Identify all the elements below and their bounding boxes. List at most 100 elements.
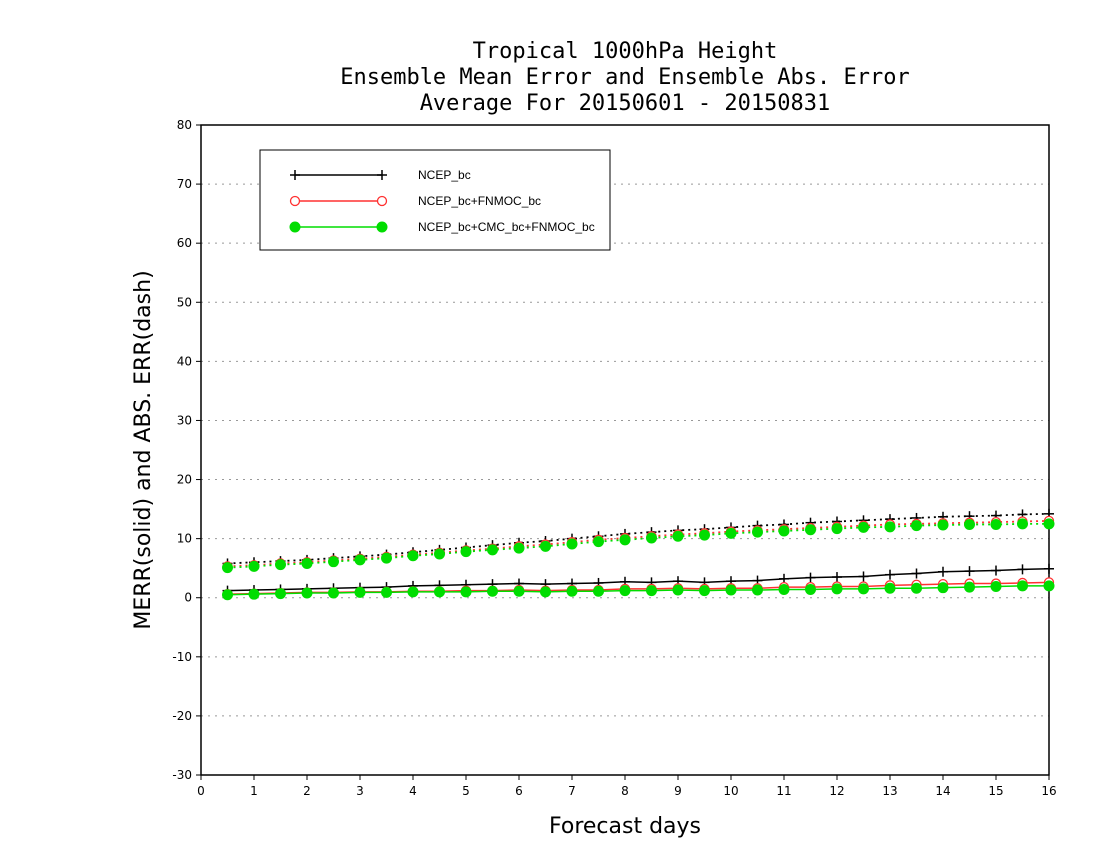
x-tick-label: 13 [882,784,897,798]
merr-point [381,586,392,598]
x-tick-label: 2 [303,784,311,798]
x-tick-label: 9 [674,784,682,798]
legend-marker [289,221,301,233]
merr-point [619,585,631,597]
x-tick-label: 12 [829,784,844,798]
abs-err-point [619,534,631,546]
x-tick-label: 0 [197,784,205,798]
abs-err-point [1043,518,1055,530]
abs-err-line [227,512,1050,565]
series-2 [222,518,1055,601]
merr-point [301,587,313,599]
y-tick-label: 40 [177,354,192,368]
merr-point [938,566,948,577]
abs-err-point [566,538,578,550]
merr-point [566,585,578,597]
y-axis-label: MERR(solid) and ABS. ERR(dash) [131,270,156,629]
merr-point [328,587,339,599]
x-tick-label: 8 [621,784,629,798]
x-tick-label: 7 [568,784,576,798]
merr-point [275,588,286,600]
y-tick-label: 0 [184,591,192,605]
merr-point [990,581,1002,592]
y-tick-label: -10 [172,650,192,664]
merr-point [699,585,710,597]
abs-err-line [227,520,1050,568]
abs-err-point [831,523,843,535]
x-tick-label: 10 [723,784,738,798]
abs-err-point [858,521,869,533]
abs-err-point [593,536,604,548]
gridlines [201,183,1049,717]
x-tick-label: 6 [515,784,523,798]
merr-point [884,582,896,594]
merr-point [858,583,869,595]
abs-err-point [513,542,525,554]
legend-label: NCEP_bc+FNMOC_bc [418,194,541,208]
merr-point [460,586,472,598]
x-tick-label: 11 [776,784,791,798]
abs-err-point [911,520,922,532]
y-tick-label: -20 [172,709,192,723]
y-axis-ticks: 80 70 60 50 40 30 20 10 0 -10 -20 -30 [172,118,201,782]
merr-point [487,585,498,597]
x-tick-label: 1 [250,784,258,798]
abs-err-point [487,544,498,556]
merr-point [646,585,657,597]
x-tick-label: 5 [462,784,470,798]
abs-err-point [646,532,657,544]
merr-point [540,586,551,598]
merr-point [858,571,869,582]
merr-point [885,569,895,580]
abs-err-line [227,522,1049,569]
y-tick-label: 70 [177,177,192,191]
abs-err-point [805,524,816,536]
legend-marker [376,221,388,233]
legend-marker [289,195,301,207]
merr-point [1044,563,1054,574]
merr-point [222,589,233,601]
merr-point [672,584,684,596]
abs-err-point [752,526,763,538]
merr-point [1017,564,1028,575]
y-tick-label: 20 [177,473,192,487]
merr-point [805,583,816,595]
legend: NCEP_bc NCEP_bc+FNMOC_bc NCEP_bc+CMC_bc+FN… [259,149,611,251]
x-tick-label: 3 [356,784,364,798]
y-tick-label: 50 [177,295,192,309]
abs-err-point [778,525,790,537]
merr-point [1017,580,1028,592]
x-tick-label: 4 [409,784,417,798]
merr-point [911,568,922,579]
abs-err-point [672,530,684,542]
merr-point [778,583,790,595]
merr-point [407,586,419,598]
merr-point [964,566,975,577]
abs-err-point [301,557,313,569]
merr-point [354,586,366,598]
x-axis-ticks: 0 1 2 3 4 5 6 7 8 9 10 11 12 13 14 15 16 [197,775,1057,798]
x-axis-label: Forecast days [549,814,701,839]
x-tick-label: 15 [988,784,1003,798]
merr-point [1043,580,1055,592]
merr-point [248,588,260,600]
chart-title-line: Ensemble Mean Error and Ensemble Abs. Er… [340,65,910,90]
abs-err-point [725,527,737,539]
legend-marker [377,170,387,180]
y-tick-label: 60 [177,236,192,250]
merr-point [964,581,975,593]
abs-err-point [937,519,949,531]
merr-point [805,572,816,583]
series-group [222,508,1055,601]
chart-title-line: Average For 20150601 - 20150831 [420,91,831,116]
merr-point [832,572,842,583]
y-tick-label: 30 [177,413,192,427]
abs-err-point [354,554,366,566]
merr-point [593,585,604,597]
merr-point [752,584,763,596]
abs-err-point [884,521,896,533]
merr-point [434,586,445,598]
abs-err-point [540,540,551,552]
